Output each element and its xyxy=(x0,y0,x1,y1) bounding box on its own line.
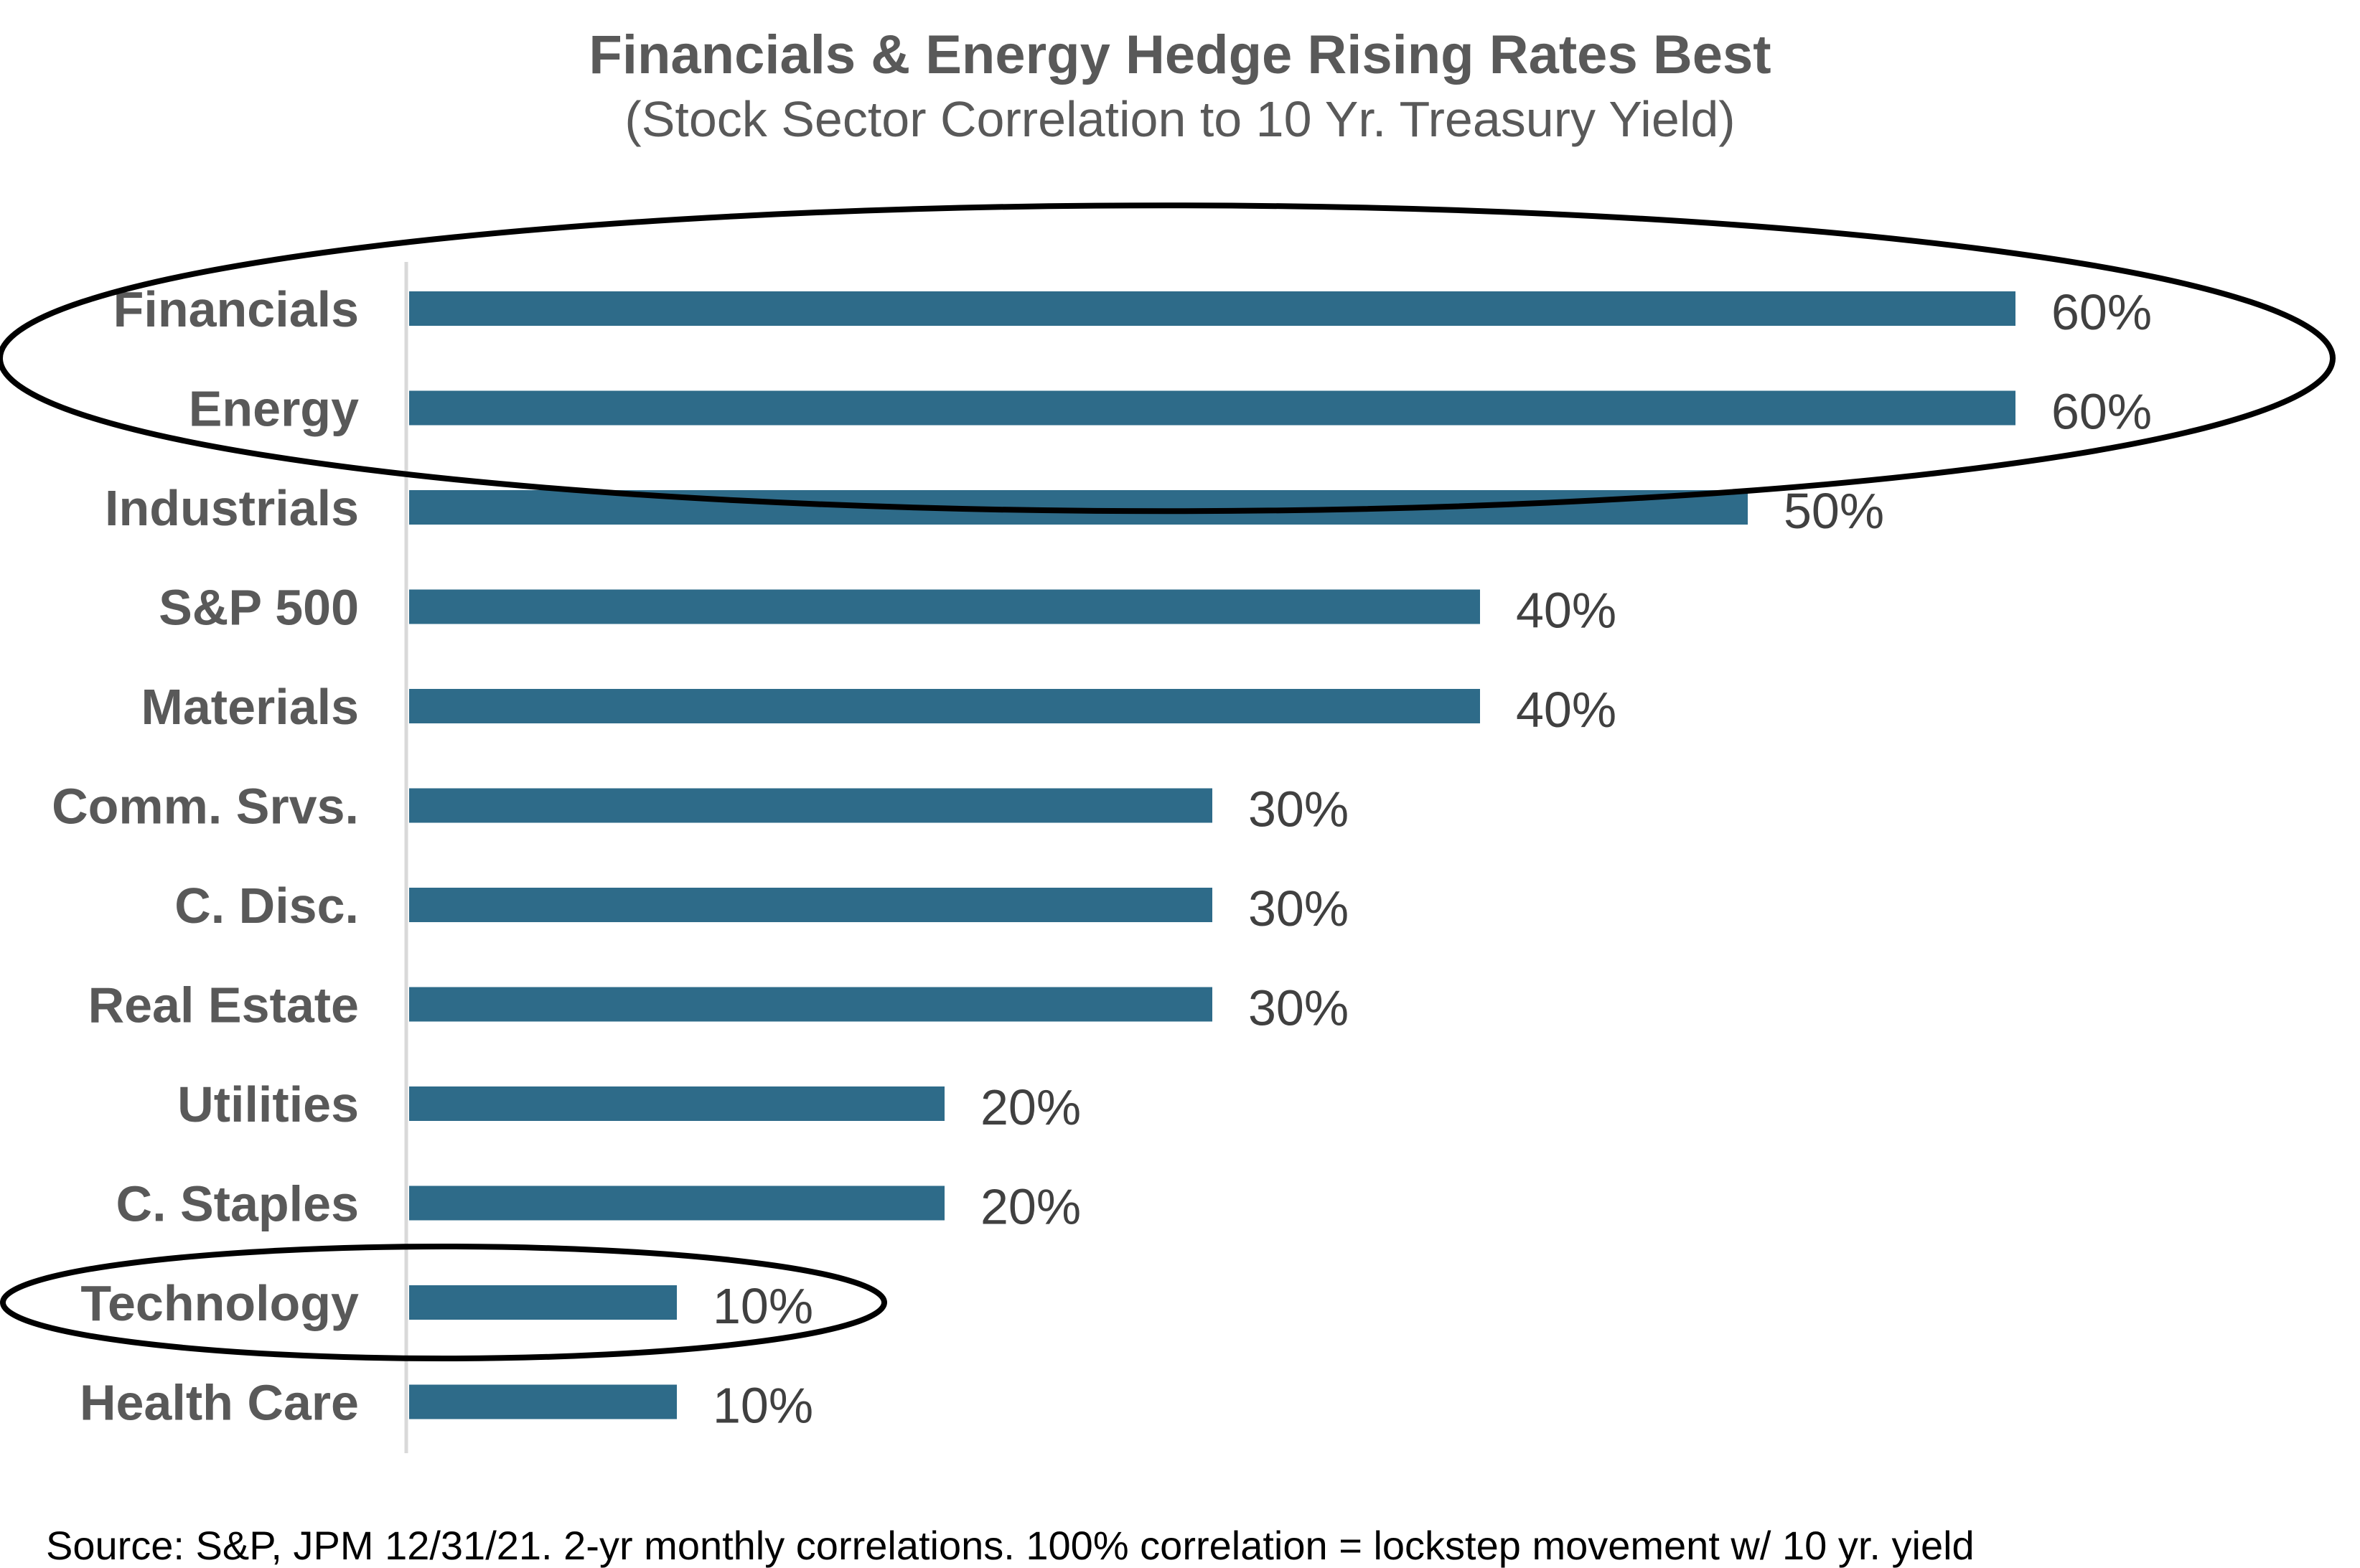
labels-group: Financials 60% Energy 60% Industrials 50% S&P … xyxy=(52,281,2152,1434)
bar-s-p-500 xyxy=(409,589,1480,624)
category-label-industrials: Industrials xyxy=(105,480,359,536)
category-label-energy: Energy xyxy=(189,381,359,437)
chart-title: Financials & Energy Hedge Rising Rates B… xyxy=(589,24,1771,85)
category-label-s-p-500: S&P 500 xyxy=(159,580,359,636)
value-label-financials: 60% xyxy=(2051,284,2152,340)
value-label-c-disc: 30% xyxy=(1248,881,1349,936)
bar-c-disc xyxy=(409,888,1212,922)
value-label-health-care: 10% xyxy=(713,1378,813,1434)
highlight-ellipse-financials-energy xyxy=(0,202,2336,515)
source-note: Source: S&P, JPM 12/31/21. 2-yr monthly … xyxy=(46,1523,1975,1568)
value-label-utilities: 20% xyxy=(980,1079,1081,1135)
value-label-comm-srvs: 30% xyxy=(1248,781,1349,837)
category-label-utilities: Utilities xyxy=(177,1076,359,1132)
value-label-industrials: 50% xyxy=(1784,483,1884,539)
value-label-c-staples: 20% xyxy=(980,1179,1081,1235)
chart-subtitle: (Stock Sector Correlation to 10 Yr. Trea… xyxy=(624,91,1735,147)
category-label-real-estate: Real Estate xyxy=(88,977,359,1033)
bar-materials xyxy=(409,689,1480,723)
value-label-technology: 10% xyxy=(713,1278,813,1334)
category-label-technology: Technology xyxy=(80,1275,359,1331)
value-label-real-estate: 30% xyxy=(1248,980,1349,1036)
value-label-s-p-500: 40% xyxy=(1516,583,1616,639)
bar-health-care xyxy=(409,1384,677,1419)
category-label-materials: Materials xyxy=(141,679,359,735)
value-label-materials: 40% xyxy=(1516,682,1616,738)
category-label-c-staples: C. Staples xyxy=(116,1176,359,1232)
bar-financials xyxy=(409,291,2015,326)
category-label-financials: Financials xyxy=(113,281,359,337)
highlight-ellipse-technology xyxy=(0,1244,887,1361)
bar-c-staples xyxy=(409,1186,945,1221)
bar-real-estate xyxy=(409,987,1212,1022)
category-label-comm-srvs: Comm. Srvs. xyxy=(52,779,359,835)
highlight-ellipses-group xyxy=(0,202,2336,1361)
bars-group xyxy=(409,291,2015,1419)
bar-utilities xyxy=(409,1086,945,1121)
bar-comm-srvs xyxy=(409,788,1212,823)
category-label-health-care: Health Care xyxy=(80,1375,359,1431)
bar-technology xyxy=(409,1285,677,1320)
bar-energy xyxy=(409,390,2015,426)
category-label-c-disc: C. Disc. xyxy=(174,878,359,934)
value-label-energy: 60% xyxy=(2051,384,2152,440)
